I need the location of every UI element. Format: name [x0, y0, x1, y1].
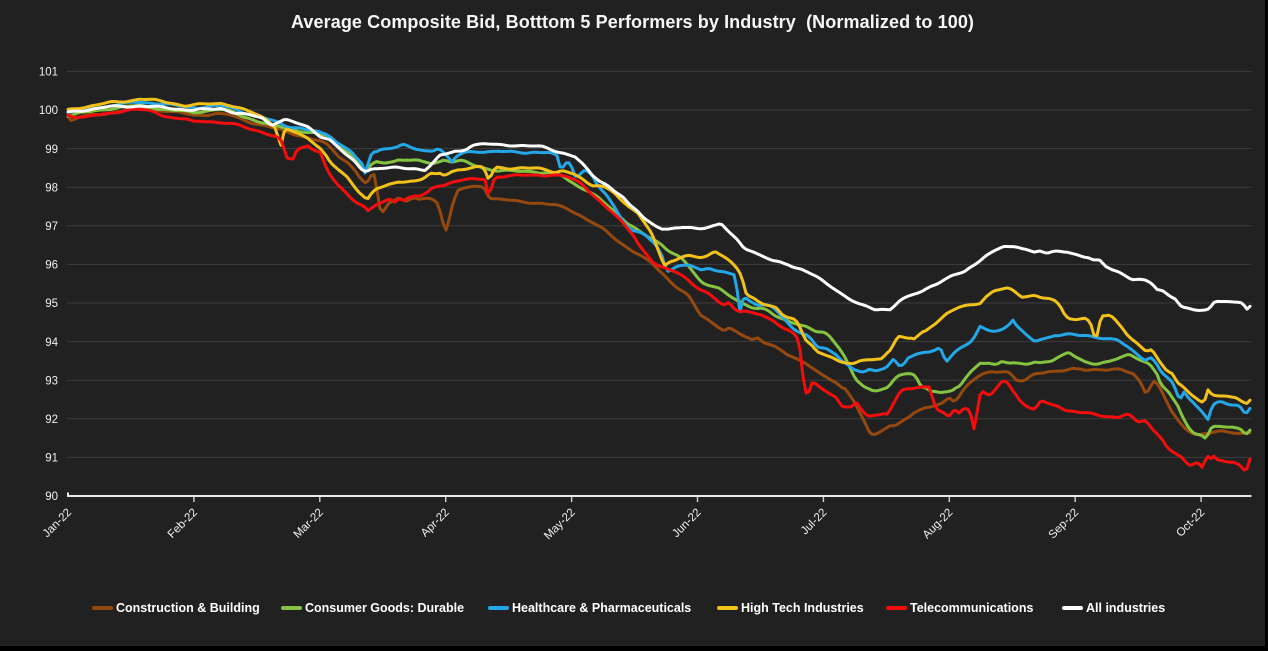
- svg-text:97: 97: [45, 221, 58, 233]
- svg-text:Jan-22: Jan-22: [41, 507, 74, 540]
- svg-text:93: 93: [45, 375, 58, 387]
- svg-text:Oct-22: Oct-22: [1174, 507, 1207, 540]
- svg-text:Mar-22: Mar-22: [292, 507, 326, 541]
- svg-text:90: 90: [45, 491, 58, 503]
- svg-text:101: 101: [39, 67, 58, 79]
- svg-text:99: 99: [45, 144, 58, 156]
- svg-text:91: 91: [45, 453, 58, 465]
- svg-text:100: 100: [39, 105, 58, 117]
- svg-text:Jun-22: Jun-22: [670, 507, 703, 540]
- svg-text:May-22: May-22: [542, 507, 578, 543]
- svg-text:Apr-22: Apr-22: [419, 507, 452, 540]
- svg-text:Aug-22: Aug-22: [921, 507, 956, 542]
- svg-text:92: 92: [45, 414, 58, 426]
- svg-text:98: 98: [45, 182, 58, 194]
- svg-text:94: 94: [45, 337, 58, 349]
- svg-text:Feb-22: Feb-22: [166, 507, 200, 541]
- svg-text:95: 95: [45, 298, 58, 310]
- svg-text:96: 96: [45, 260, 58, 272]
- svg-text:Sep-22: Sep-22: [1047, 507, 1082, 542]
- svg-text:Jul-22: Jul-22: [799, 507, 830, 538]
